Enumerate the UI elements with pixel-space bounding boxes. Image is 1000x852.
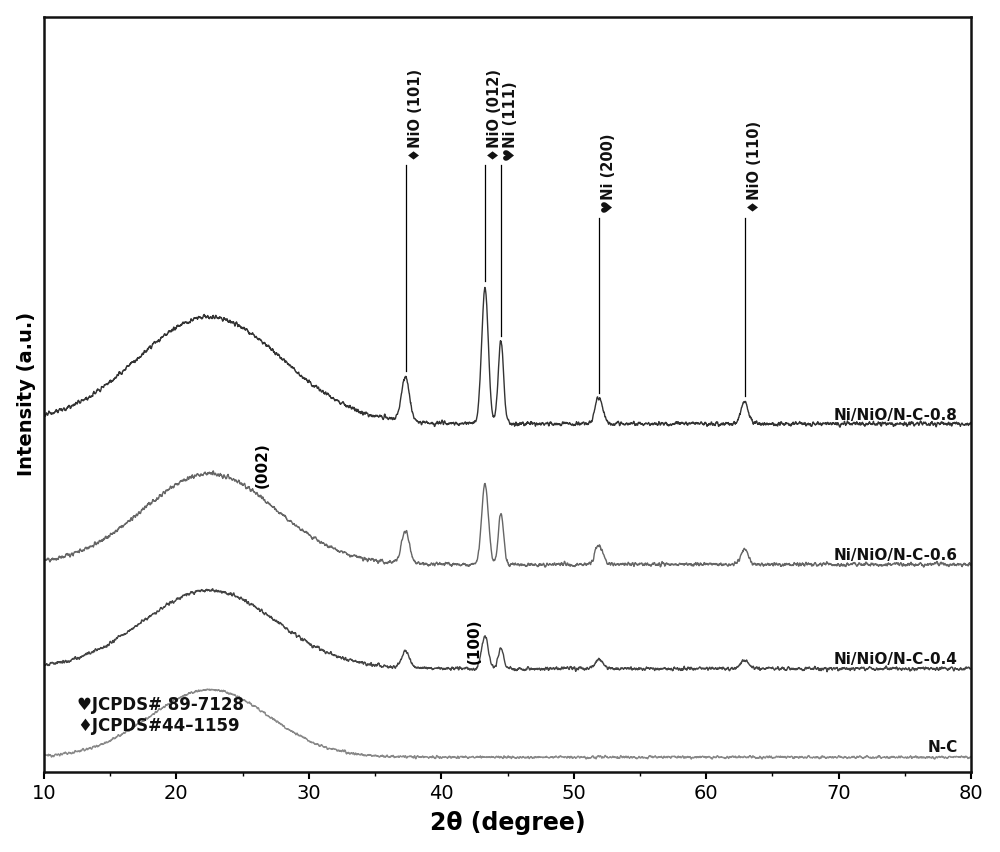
Text: (002): (002) <box>255 442 270 488</box>
Text: Ni/NiO/N-C-0.4: Ni/NiO/N-C-0.4 <box>834 653 958 667</box>
Y-axis label: Intensity (a.u.): Intensity (a.u.) <box>17 313 36 476</box>
Text: ♥JCPDS# 89-7128: ♥JCPDS# 89-7128 <box>77 696 244 714</box>
Text: (100): (100) <box>467 619 482 665</box>
Text: ♦NiO (012): ♦NiO (012) <box>487 69 502 161</box>
X-axis label: 2θ (degree): 2θ (degree) <box>430 811 585 835</box>
Text: ♦JCPDS#44–1159: ♦JCPDS#44–1159 <box>77 717 240 735</box>
Text: ♥Ni (111): ♥Ni (111) <box>503 81 518 161</box>
Text: Ni/NiO/N-C-0.8: Ni/NiO/N-C-0.8 <box>834 408 958 423</box>
Text: ♥Ni (200): ♥Ni (200) <box>601 134 616 213</box>
Text: Ni/NiO/N-C-0.6: Ni/NiO/N-C-0.6 <box>834 548 958 562</box>
Text: ♦NiO (110): ♦NiO (110) <box>747 121 762 213</box>
Text: ♦NiO (101): ♦NiO (101) <box>408 69 423 161</box>
Text: N-C: N-C <box>928 740 958 755</box>
